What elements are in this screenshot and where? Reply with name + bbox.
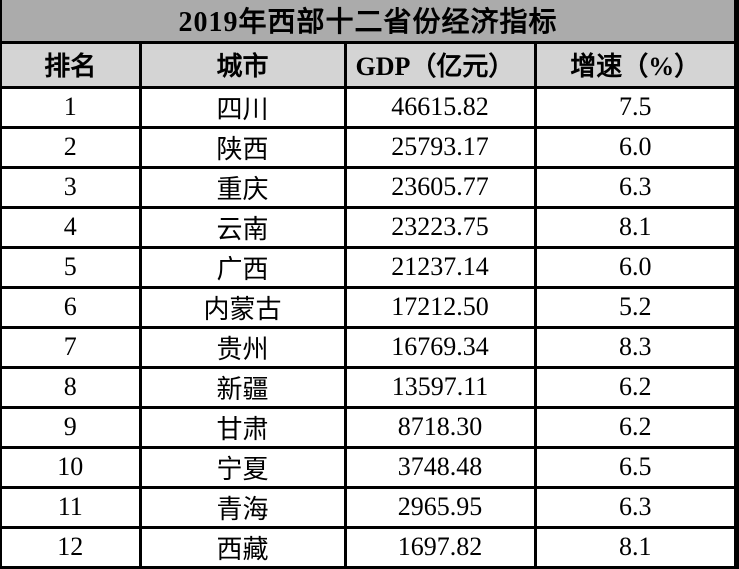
- cell-rank: 1: [0, 85, 142, 129]
- table-row: 2 陕西 25793.17 6.0: [0, 125, 736, 169]
- cell-gdp: 46615.82: [343, 85, 537, 129]
- column-header-rank: 排名: [0, 40, 142, 89]
- cell-gdp: 2965.95: [343, 485, 537, 529]
- cell-growth: 6.3: [533, 485, 736, 529]
- cell-rank: 6: [0, 285, 142, 329]
- cell-rank: 12: [0, 525, 142, 567]
- table-row: 11 青海 2965.95 6.3: [0, 485, 736, 529]
- column-header-gdp: GDP（亿元）: [343, 40, 537, 89]
- table-row: 9 甘肃 8718.30 6.2: [0, 405, 736, 449]
- table-row: 6 内蒙古 17212.50 5.2: [0, 285, 736, 329]
- cell-city: 云南: [138, 205, 347, 249]
- table-row: 5 广西 21237.14 6.0: [0, 245, 736, 289]
- table-body: 1 四川 46615.82 7.5 2 陕西 25793.17 6.0 3 重庆 23605.77 6…: [0, 85, 736, 567]
- cell-city: 广西: [138, 245, 347, 289]
- table-row: 3 重庆 23605.77 6.3: [0, 165, 736, 209]
- table-row: 7 贵州 16769.34 8.3: [0, 325, 736, 369]
- cell-city: 陕西: [138, 125, 347, 169]
- cell-rank: 7: [0, 325, 142, 369]
- cell-city: 四川: [138, 85, 347, 129]
- cell-rank: 3: [0, 165, 142, 209]
- table-row: 1 四川 46615.82 7.5: [0, 85, 736, 129]
- cell-gdp: 1697.82: [343, 525, 537, 567]
- cell-growth: 6.2: [533, 405, 736, 449]
- title-row: 2019年西部十二省份经济指标: [0, 0, 736, 44]
- cell-gdp: 23223.75: [343, 205, 537, 249]
- table-row: 10 宁夏 3748.48 6.5: [0, 445, 736, 489]
- header-row: 排名 城市 GDP（亿元） 增速（%）: [0, 40, 736, 89]
- cell-rank: 2: [0, 125, 142, 169]
- cell-city: 重庆: [138, 165, 347, 209]
- cell-growth: 8.1: [533, 205, 736, 249]
- table-title: 2019年西部十二省份经济指标: [0, 0, 736, 44]
- cell-growth: 6.5: [533, 445, 736, 489]
- cell-growth: 7.5: [533, 85, 736, 129]
- cell-growth: 6.2: [533, 365, 736, 409]
- cell-city: 甘肃: [138, 405, 347, 449]
- cell-rank: 11: [0, 485, 142, 529]
- cell-city: 宁夏: [138, 445, 347, 489]
- cell-rank: 4: [0, 205, 142, 249]
- cell-growth: 8.1: [533, 525, 736, 567]
- cell-growth: 6.0: [533, 245, 736, 289]
- cell-city: 贵州: [138, 325, 347, 369]
- cell-rank: 10: [0, 445, 142, 489]
- table-row: 8 新疆 13597.11 6.2: [0, 365, 736, 409]
- cell-gdp: 3748.48: [343, 445, 537, 489]
- cell-rank: 5: [0, 245, 142, 289]
- cell-rank: 8: [0, 365, 142, 409]
- cell-growth: 6.3: [533, 165, 736, 209]
- cell-gdp: 23605.77: [343, 165, 537, 209]
- column-header-city: 城市: [138, 40, 347, 89]
- column-header-growth: 增速（%）: [533, 40, 736, 89]
- cell-gdp: 17212.50: [343, 285, 537, 329]
- cell-rank: 9: [0, 405, 142, 449]
- cell-city: 内蒙古: [138, 285, 347, 329]
- cell-city: 西藏: [138, 525, 347, 567]
- cell-city: 新疆: [138, 365, 347, 409]
- cell-gdp: 13597.11: [343, 365, 537, 409]
- cell-gdp: 16769.34: [343, 325, 537, 369]
- cell-city: 青海: [138, 485, 347, 529]
- cell-growth: 8.3: [533, 325, 736, 369]
- cell-gdp: 8718.30: [343, 405, 537, 449]
- table-row: 4 云南 23223.75 8.1: [0, 205, 736, 249]
- cell-gdp: 21237.14: [343, 245, 537, 289]
- cell-gdp: 25793.17: [343, 125, 537, 169]
- table-row: 12 西藏 1697.82 8.1: [0, 525, 736, 567]
- cell-growth: 5.2: [533, 285, 736, 329]
- cell-growth: 6.0: [533, 125, 736, 169]
